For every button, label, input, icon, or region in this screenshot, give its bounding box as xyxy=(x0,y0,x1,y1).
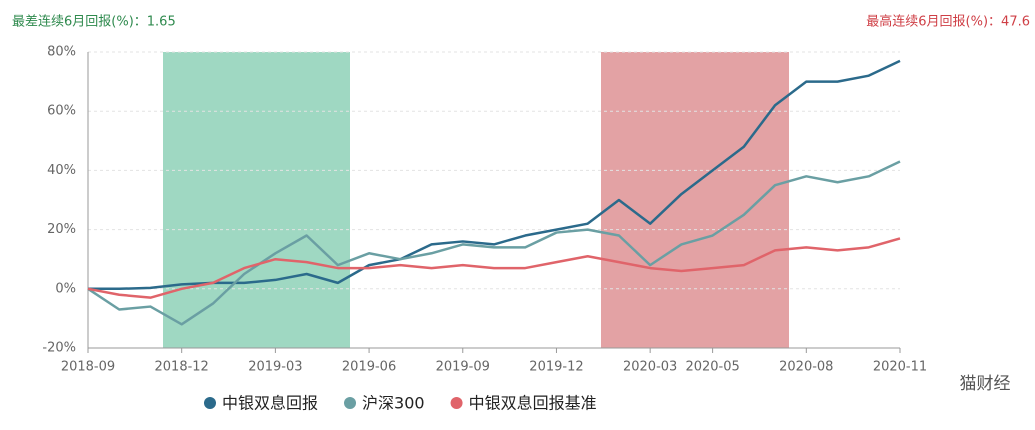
y-tick-label: 80% xyxy=(47,45,76,60)
series-line xyxy=(88,59,901,291)
y-tick-label: 20% xyxy=(47,222,76,237)
x-tick-label: 2020-08 xyxy=(779,360,833,375)
x-tick-label: 2018-12 xyxy=(155,360,209,375)
legend-label: 中银双息回报 xyxy=(222,394,318,413)
best-annotation: 最高连续6月回报(%)：47.6 xyxy=(866,14,1030,30)
watermark: 猫财经 xyxy=(960,374,1011,394)
worst-period-band xyxy=(163,52,350,348)
x-tick-label: 2019-12 xyxy=(529,360,583,375)
x-tick-label: 2020-11 xyxy=(873,360,927,375)
worst-annotation: 最差连续6月回报(%)：1.65 xyxy=(12,14,176,30)
legend-marker xyxy=(204,397,216,409)
x-tick-label: 2020-03 xyxy=(623,360,677,375)
x-tick-label: 2019-09 xyxy=(436,360,490,375)
y-tick-label: 40% xyxy=(47,163,76,178)
y-tick-label: 0% xyxy=(55,281,76,296)
series-line xyxy=(87,237,901,299)
x-tick-label: 2019-03 xyxy=(248,360,302,375)
legend-label: 沪深300 xyxy=(362,394,425,413)
y-tick-label: 60% xyxy=(47,104,76,119)
y-tick-label: -20% xyxy=(42,341,76,356)
series-line xyxy=(87,160,901,326)
x-tick-label: 2019-06 xyxy=(342,360,396,375)
legend-label: 中银双息回报基准 xyxy=(469,394,597,413)
legend-marker xyxy=(344,397,357,409)
x-tick-label: 2020-05 xyxy=(685,360,739,375)
legend-marker xyxy=(450,397,463,409)
x-tick-label: 2018-09 xyxy=(61,360,115,375)
